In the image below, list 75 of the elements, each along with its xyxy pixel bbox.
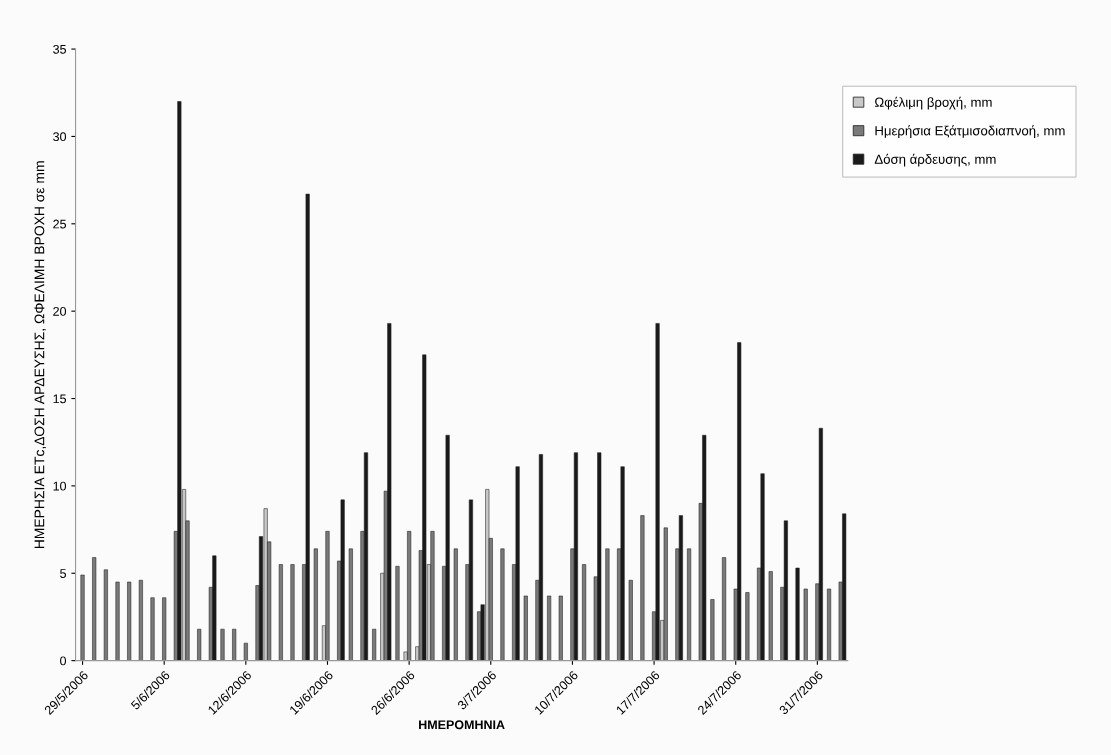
y-tick-label: 15 bbox=[53, 394, 66, 404]
y-tick-label: 35 bbox=[53, 44, 66, 54]
bar bbox=[760, 473, 765, 661]
bar bbox=[538, 454, 543, 661]
y-axis-title: ΗΜΕΡΗΣΙΑ ΕΤc,ΔΟΣΗ ΑΡΔΕΥΣΗΣ, ΩΦΕΛΙΜΗ ΒΡΟΧΗ σε mm bbox=[34, 161, 46, 549]
bar bbox=[573, 452, 578, 661]
bar bbox=[150, 597, 155, 661]
bar bbox=[768, 571, 773, 661]
bar bbox=[842, 513, 847, 661]
bar bbox=[232, 628, 237, 661]
bar bbox=[620, 466, 625, 661]
bar bbox=[138, 579, 143, 661]
bar bbox=[103, 569, 108, 661]
bar bbox=[305, 193, 310, 661]
bar bbox=[290, 564, 295, 661]
bar bbox=[547, 595, 552, 661]
bar bbox=[827, 588, 832, 661]
bar bbox=[115, 581, 120, 661]
y-tick-label: 10 bbox=[53, 481, 67, 491]
bar bbox=[348, 548, 353, 661]
bar bbox=[445, 434, 450, 661]
bar bbox=[687, 548, 692, 661]
y-tick-label: 0 bbox=[60, 656, 67, 666]
bar bbox=[628, 579, 633, 661]
y-tick-label: 25 bbox=[53, 219, 66, 229]
bar bbox=[243, 642, 248, 661]
bar bbox=[523, 595, 528, 661]
bar bbox=[177, 101, 182, 661]
bar bbox=[197, 628, 202, 661]
bar bbox=[710, 599, 715, 661]
bar bbox=[745, 592, 750, 661]
bar bbox=[263, 508, 268, 661]
legend-label: Ημερήσια Εξάτμισοδιαπνοή, mm bbox=[875, 125, 1065, 138]
bar bbox=[453, 548, 458, 661]
bar bbox=[737, 342, 742, 661]
bar bbox=[92, 557, 97, 661]
bar bbox=[395, 565, 400, 661]
bar bbox=[597, 452, 602, 661]
bar bbox=[407, 531, 412, 661]
legend-label: Δόση άρδευσης, mm bbox=[874, 153, 996, 167]
bar bbox=[663, 527, 668, 661]
bar bbox=[127, 581, 132, 661]
y-tick-label: 20 bbox=[53, 306, 67, 316]
bar bbox=[340, 499, 345, 661]
bar bbox=[422, 354, 427, 661]
bar bbox=[430, 531, 435, 661]
bar bbox=[558, 595, 563, 661]
bar bbox=[702, 434, 707, 661]
bar bbox=[722, 557, 727, 661]
bar bbox=[80, 574, 85, 661]
y-tick-label: 30 bbox=[53, 132, 67, 142]
bar bbox=[515, 466, 520, 661]
bar bbox=[818, 427, 823, 661]
bar bbox=[363, 452, 369, 661]
bar bbox=[220, 628, 225, 661]
bar bbox=[582, 564, 587, 661]
bar bbox=[387, 323, 392, 661]
bar bbox=[212, 555, 217, 661]
bar bbox=[162, 597, 167, 661]
bar bbox=[313, 548, 318, 661]
legend-label: Ωφέλιμη βροχή, mm bbox=[874, 96, 992, 110]
bar bbox=[278, 564, 283, 661]
bar bbox=[640, 515, 645, 661]
y-tick-label: 5 bbox=[60, 569, 66, 578]
bar bbox=[795, 567, 800, 661]
bar bbox=[803, 588, 808, 661]
bar bbox=[655, 323, 660, 661]
bar bbox=[372, 628, 377, 661]
bar bbox=[783, 520, 788, 661]
bar bbox=[468, 499, 473, 661]
x-axis-title: ΗΜΕΡΟΜΗΝΙΑ bbox=[419, 720, 505, 730]
bar bbox=[605, 548, 610, 661]
bar bbox=[500, 548, 505, 661]
bar bbox=[678, 515, 683, 661]
bar bbox=[325, 531, 330, 661]
